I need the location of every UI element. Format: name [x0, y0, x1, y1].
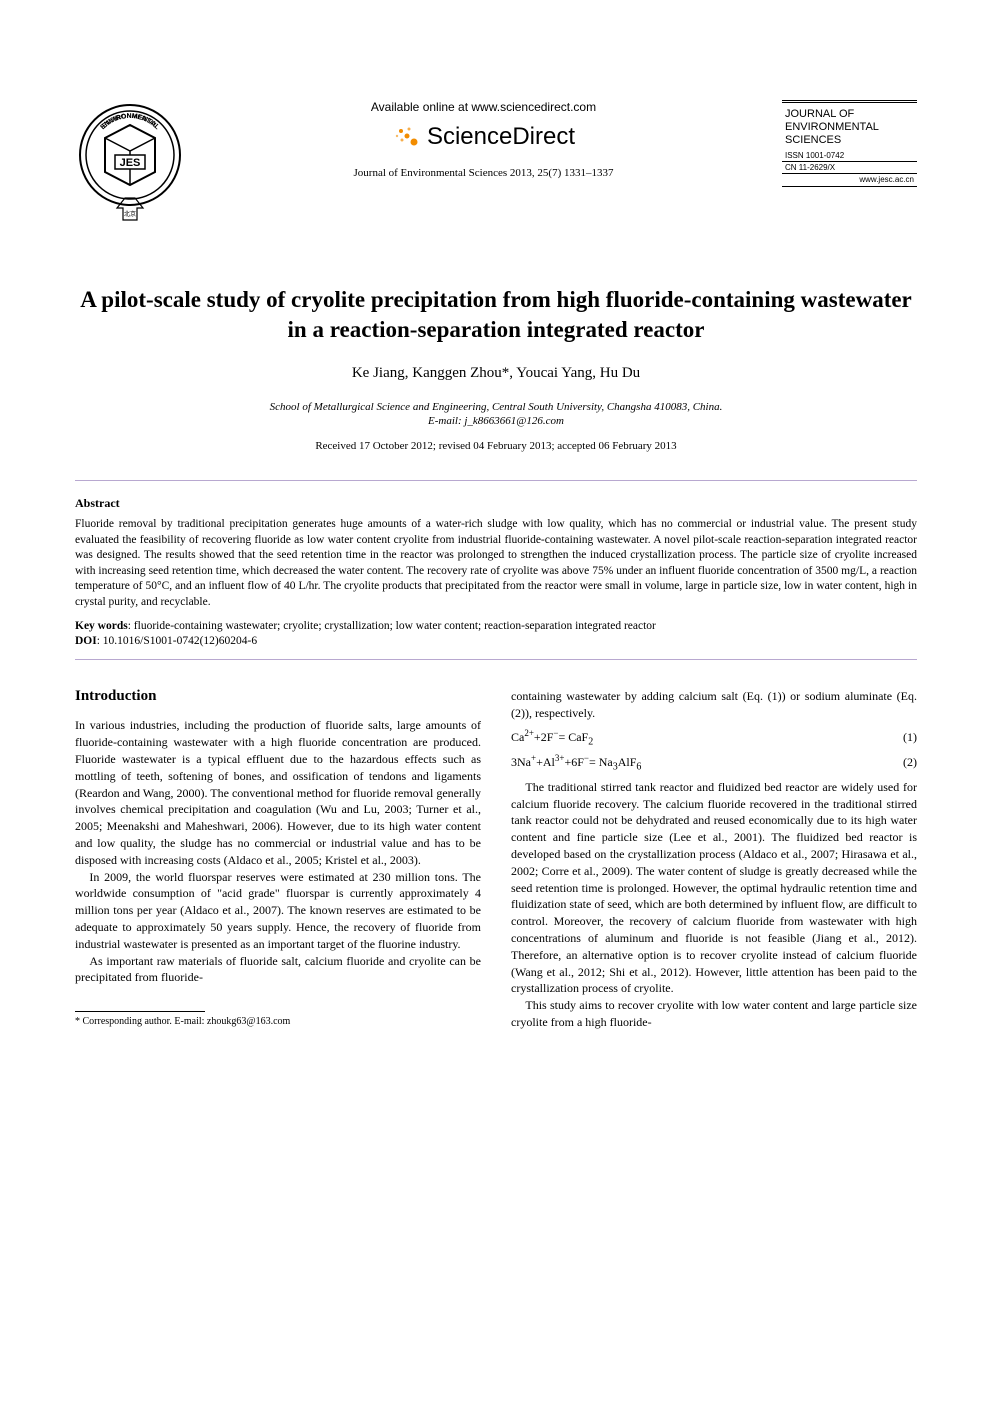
abstract-heading: Abstract: [75, 496, 917, 511]
doi-line: DOI: 10.1016/S1001-0742(12)60204-6: [75, 635, 917, 647]
affiliation-line1: School of Metallurgical Science and Engi…: [270, 401, 723, 413]
sciencedirect-icon: [392, 122, 422, 152]
doi-label: DOI: [75, 635, 97, 647]
abstract-section: Abstract Fluoride removal by traditional…: [75, 480, 917, 660]
cn-number: CN 11-2629/X: [782, 162, 917, 174]
equation-1: Ca2++2F−= CaF2 (1): [511, 728, 917, 747]
eq2-formula: 3Na++Al3++6F−= Na3AlF6: [511, 753, 641, 772]
footnote-rule: [75, 1011, 205, 1012]
jes-logo: ENVIRONMENTAL ENVIRONMENTAL JES 北京: [75, 100, 185, 230]
available-online-text: Available online at www.sciencedirect.co…: [205, 100, 762, 114]
abstract-text: Fluoride removal by traditional precipit…: [75, 517, 917, 610]
jes-logo-svg: ENVIRONMENTAL ENVIRONMENTAL JES 北京: [75, 100, 185, 230]
intro-para2: In 2009, the world fluorspar reserves we…: [75, 869, 481, 953]
journal-info-box: JOURNAL OF ENVIRONMENTAL SCIENCES ISSN 1…: [782, 100, 917, 187]
keywords-text: : fluoride-containing wastewater; cryoli…: [128, 620, 656, 632]
center-header: Available online at www.sciencedirect.co…: [185, 100, 782, 179]
right-column: containing wastewater by adding calcium …: [511, 688, 917, 1030]
dates-received: Received 17 October 2012; revised 04 Feb…: [75, 440, 917, 452]
intro-para1: In various industries, including the pro…: [75, 717, 481, 868]
doi-text: : 10.1016/S1001-0742(12)60204-6: [97, 635, 257, 647]
intro-para3: As important raw materials of fluoride s…: [75, 953, 481, 987]
issn: ISSN 1001-0742: [782, 150, 917, 162]
body-columns: Introduction In various industries, incl…: [75, 688, 917, 1030]
eq2-number: (2): [903, 755, 917, 770]
authors: Ke Jiang, Kanggen Zhou*, Youcai Yang, Hu…: [75, 365, 917, 382]
right-para2: This study aims to recover cryolite with…: [511, 997, 917, 1031]
journal-name-1: JOURNAL OF: [785, 108, 854, 120]
right-para1: The traditional stirred tank reactor and…: [511, 779, 917, 997]
keywords-label: Key words: [75, 620, 128, 632]
equation-2: 3Na++Al3++6F−= Na3AlF6 (2): [511, 753, 917, 772]
sciencedirect-text: ScienceDirect: [427, 123, 575, 151]
journal-name-2: ENVIRONMENTAL: [785, 121, 879, 133]
journal-citation: Journal of Environmental Sciences 2013, …: [205, 167, 762, 179]
eq1-number: (1): [903, 730, 917, 745]
journal-website: www.jesc.ac.cn: [782, 174, 917, 184]
affiliation: School of Metallurgical Science and Engi…: [75, 400, 917, 429]
sciencedirect-logo: ScienceDirect: [205, 122, 762, 152]
affiliation-line2: E-mail: j_k8663661@126.com: [428, 415, 564, 427]
journal-name: JOURNAL OF ENVIRONMENTAL SCIENCES: [782, 106, 917, 150]
header-row: ENVIRONMENTAL ENVIRONMENTAL JES 北京 Avail…: [75, 100, 917, 230]
eq1-formula: Ca2++2F−= CaF2: [511, 728, 593, 747]
left-column: Introduction In various industries, incl…: [75, 688, 481, 1030]
journal-name-3: SCIENCES: [785, 134, 841, 146]
keywords-line: Key words: fluoride-containing wastewate…: [75, 620, 917, 632]
introduction-heading: Introduction: [75, 688, 481, 705]
corresponding-author-footnote: * Corresponding author. E-mail: zhoukg63…: [75, 1016, 481, 1027]
svg-text:北京: 北京: [124, 210, 136, 218]
intro-continuation: containing wastewater by adding calcium …: [511, 688, 917, 722]
svg-text:JES: JES: [120, 157, 141, 169]
article-title: A pilot-scale study of cryolite precipit…: [75, 285, 917, 345]
